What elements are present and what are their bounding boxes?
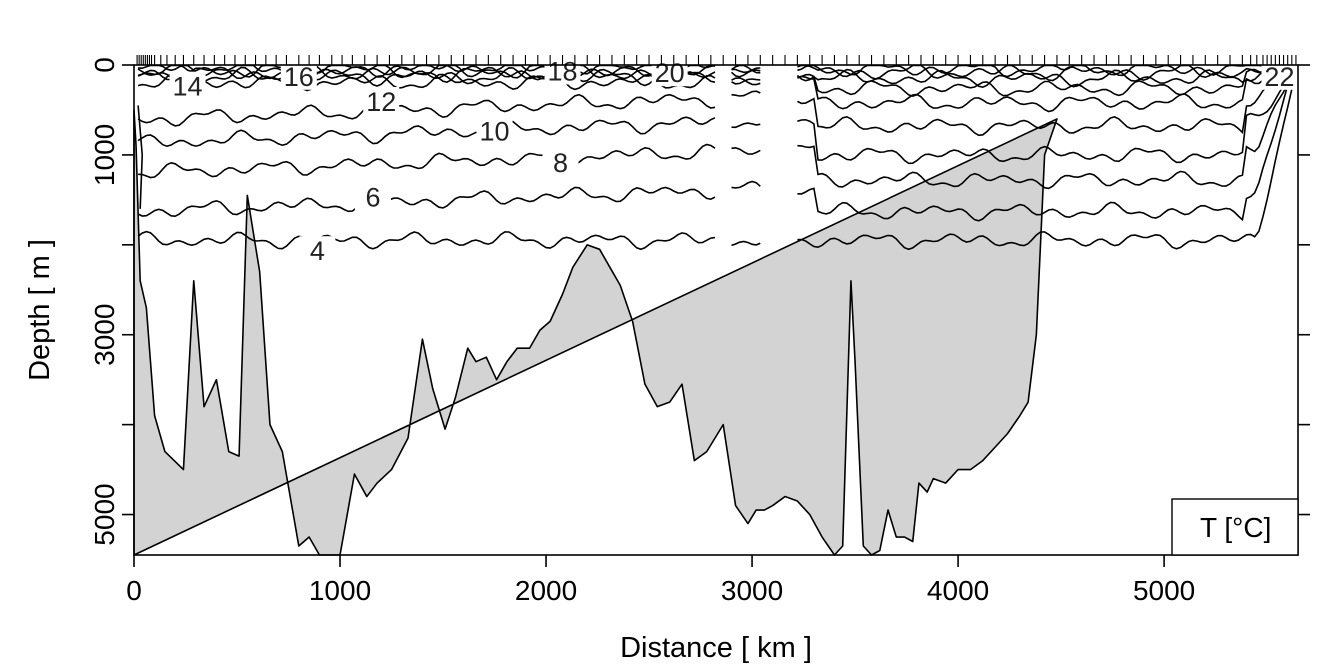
isotherm-line-14-seg-2 (797, 65, 1292, 113)
isotherm-line-16-seg-0 (137, 66, 716, 87)
isotherm-line-20-seg-1 (731, 64, 761, 74)
isotherm-line-6-seg-0 (137, 186, 716, 218)
x-tick-label-5000: 5000 (1133, 575, 1195, 606)
isotherm-label-20: 20 (655, 58, 685, 88)
x-tick-label-1000: 1000 (309, 575, 371, 606)
isotherm-line-6-seg-2 (797, 72, 1293, 222)
isotherm-line-16-seg-2 (797, 68, 1292, 98)
isotherm-line-4-seg-0 (137, 230, 716, 251)
isotherm-line-12-seg-1 (731, 90, 761, 97)
legend-box: T [°C] (1171, 498, 1299, 556)
isotherm-label-bg-14 (169, 71, 206, 100)
y-tick-label-1000: 1000 (89, 124, 120, 186)
isotherm-line-10-seg-0 (137, 116, 716, 148)
isotherm-label-14: 14 (173, 72, 203, 102)
isotherm-line-12-seg-0 (137, 93, 716, 127)
isotherm-line-22-seg-0 (138, 64, 716, 78)
isotherm-line-12-seg-2 (797, 64, 1293, 137)
isotherm-label-8: 8 (553, 148, 568, 178)
isotherm-line-4-seg-2 (797, 89, 1293, 251)
isotherm-line-18-seg-2 (796, 64, 1292, 89)
isotherm-line-14-seg-1 (731, 77, 761, 86)
y-tick-label-3000: 3000 (89, 304, 120, 366)
isotherm-label-bg-12 (363, 86, 400, 115)
isotherm-line-20-seg-0 (137, 64, 716, 79)
isotherm-label-16: 16 (284, 62, 314, 92)
y-tick-label-0: 0 (89, 57, 120, 73)
station-tick-layer (136, 55, 1297, 65)
isotherm-line-10-seg-2 (797, 75, 1293, 165)
isotherm-label-12: 12 (366, 87, 396, 117)
isotherm-label-bg-20 (651, 58, 688, 87)
isotherm-line-6-seg-1 (731, 180, 761, 189)
isotherm-label-bg-16 (280, 61, 317, 90)
isotherm-label-22: 22 (1264, 62, 1294, 92)
isotherm-layer (137, 64, 1293, 251)
isotherm-label-bg-22 (1261, 61, 1298, 90)
x-tick-label-4000: 4000 (927, 575, 989, 606)
isotherm-line-4-seg-1 (731, 240, 761, 247)
isotherm-line-10-seg-1 (731, 122, 761, 129)
isotherm-line-22-seg-1 (730, 69, 761, 78)
isotherm-label-10: 10 (480, 117, 510, 147)
western-boundary-isotherm (137, 105, 144, 209)
isotherm-line-20-seg-2 (797, 64, 1292, 82)
bathymetry-seafloor (133, 109, 1058, 556)
legend-frame (1171, 498, 1299, 556)
isotherm-line-14-seg-0 (137, 72, 716, 92)
bathymetry-layer (133, 109, 1058, 556)
isotherm-label-bg-6 (354, 182, 391, 211)
isotherm-label-6: 6 (365, 182, 380, 212)
y-axis-label: Depth [ m ] (24, 239, 56, 381)
isotherm-line-8-seg-2 (797, 73, 1293, 190)
legend-label: T [°C] (1200, 512, 1271, 543)
x-tick-label-2000: 2000 (515, 575, 577, 606)
x-axis-label: Distance [ km ] (620, 632, 812, 664)
x-tick-label-0: 0 (126, 575, 142, 606)
plot-frame (133, 64, 1299, 556)
isotherm-line-8-seg-1 (731, 146, 761, 155)
isotherm-line-18-seg-1 (731, 67, 761, 74)
isotherm-label-bg-10 (476, 116, 513, 145)
y-tick-label-5000: 5000 (89, 483, 120, 545)
x-tick-label-3000: 3000 (721, 575, 783, 606)
isotherm-line-8-seg-0 (138, 143, 716, 179)
isotherm-label-4: 4 (310, 236, 325, 266)
isotherm-label-bg-4 (299, 236, 336, 265)
isotherm-label-bg-8 (542, 148, 579, 177)
